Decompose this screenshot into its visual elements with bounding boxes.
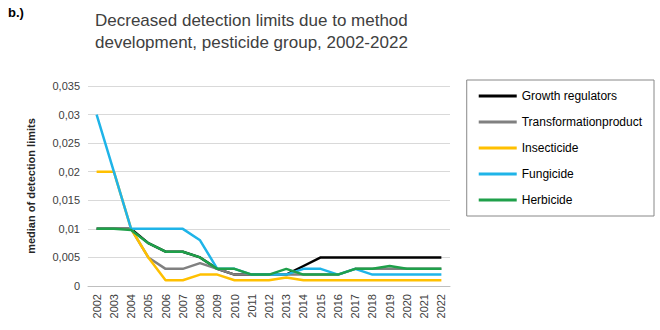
svg-text:2007: 2007 (177, 294, 189, 318)
svg-text:0,025: 0,025 (52, 137, 80, 149)
svg-text:2021: 2021 (418, 294, 430, 318)
svg-text:Herbicide: Herbicide (522, 193, 573, 207)
svg-text:2012: 2012 (263, 294, 275, 318)
svg-text:2006: 2006 (160, 294, 172, 318)
svg-text:0,03: 0,03 (59, 109, 80, 121)
svg-text:0,005: 0,005 (52, 251, 80, 263)
svg-text:Fungicide: Fungicide (522, 167, 574, 181)
svg-text:2004: 2004 (125, 294, 137, 318)
svg-text:2017: 2017 (349, 294, 361, 318)
svg-text:Growth regulators: Growth regulators (522, 89, 617, 103)
svg-text:0,01: 0,01 (59, 223, 80, 235)
svg-text:2018: 2018 (366, 294, 378, 318)
svg-text:2010: 2010 (229, 294, 241, 318)
svg-text:b.): b.) (8, 5, 24, 20)
svg-text:0: 0 (74, 280, 80, 292)
svg-text:Insecticide: Insecticide (522, 141, 579, 155)
svg-text:2022: 2022 (435, 294, 447, 318)
svg-text:2020: 2020 (401, 294, 413, 318)
svg-text:2011: 2011 (246, 294, 258, 318)
svg-text:2019: 2019 (384, 294, 396, 318)
svg-text:2008: 2008 (194, 294, 206, 318)
svg-text:2016: 2016 (332, 294, 344, 318)
svg-text:2005: 2005 (142, 294, 154, 318)
svg-text:Decreased detection limits due: Decreased detection limits due to method (95, 11, 413, 30)
svg-text:0,02: 0,02 (59, 166, 80, 178)
svg-text:median of detection limits: median of detection limits (25, 118, 37, 254)
svg-text:2003: 2003 (108, 294, 120, 318)
svg-text:Transformationproduct: Transformationproduct (522, 115, 643, 129)
svg-text:0,015: 0,015 (52, 194, 80, 206)
svg-text:2014: 2014 (297, 294, 309, 318)
svg-text:2013: 2013 (280, 294, 292, 318)
svg-text:0,035: 0,035 (52, 80, 80, 92)
svg-text:development, pesticide group,: development, pesticide group, 2002-2022 (95, 33, 408, 52)
svg-text:2009: 2009 (211, 294, 223, 318)
svg-text:2015: 2015 (315, 294, 327, 318)
svg-text:2002: 2002 (91, 294, 103, 318)
